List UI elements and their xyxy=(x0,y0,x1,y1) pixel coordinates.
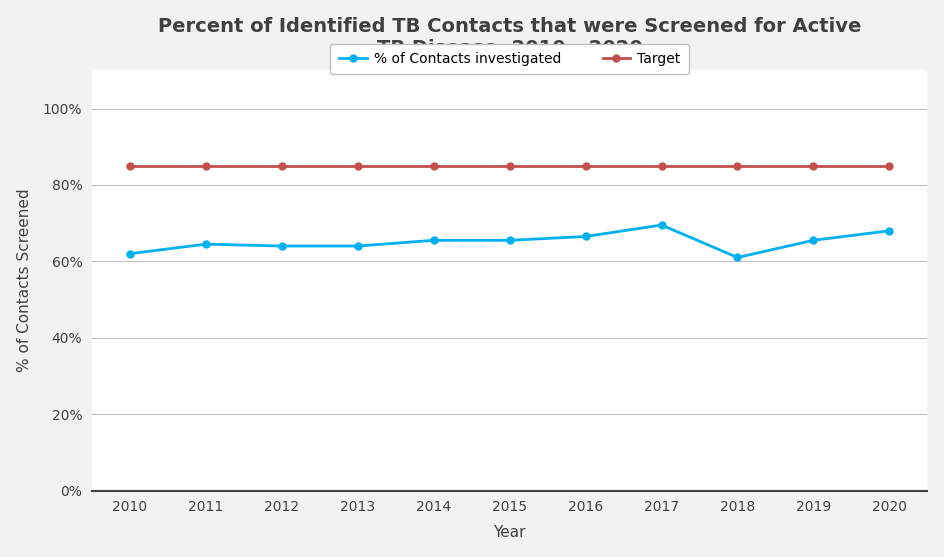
Target xyxy=(352,163,363,169)
Target xyxy=(732,163,743,169)
Target xyxy=(504,163,515,169)
Target xyxy=(656,163,667,169)
Target xyxy=(277,163,288,169)
Target xyxy=(200,163,211,169)
% of Contacts investigated xyxy=(732,254,743,261)
% of Contacts investigated xyxy=(504,237,515,243)
Target xyxy=(808,163,819,169)
Line: Target: Target xyxy=(126,162,893,169)
Target xyxy=(125,163,136,169)
% of Contacts investigated xyxy=(884,227,895,234)
Target xyxy=(428,163,439,169)
% of Contacts investigated xyxy=(352,243,363,250)
Title: Percent of Identified TB Contacts that were Screened for Active
TB Disease, 2010: Percent of Identified TB Contacts that w… xyxy=(158,17,861,58)
% of Contacts investigated xyxy=(656,222,667,228)
Target xyxy=(884,163,895,169)
% of Contacts investigated xyxy=(125,250,136,257)
X-axis label: Year: Year xyxy=(494,525,526,540)
% of Contacts investigated xyxy=(200,241,211,247)
% of Contacts investigated xyxy=(808,237,819,243)
Line: % of Contacts investigated: % of Contacts investigated xyxy=(126,222,893,261)
% of Contacts investigated xyxy=(428,237,439,243)
Y-axis label: % of Contacts Screened: % of Contacts Screened xyxy=(17,189,32,372)
% of Contacts investigated xyxy=(580,233,591,240)
Legend: % of Contacts investigated, Target: % of Contacts investigated, Target xyxy=(330,43,689,74)
% of Contacts investigated xyxy=(277,243,288,250)
Target xyxy=(580,163,591,169)
